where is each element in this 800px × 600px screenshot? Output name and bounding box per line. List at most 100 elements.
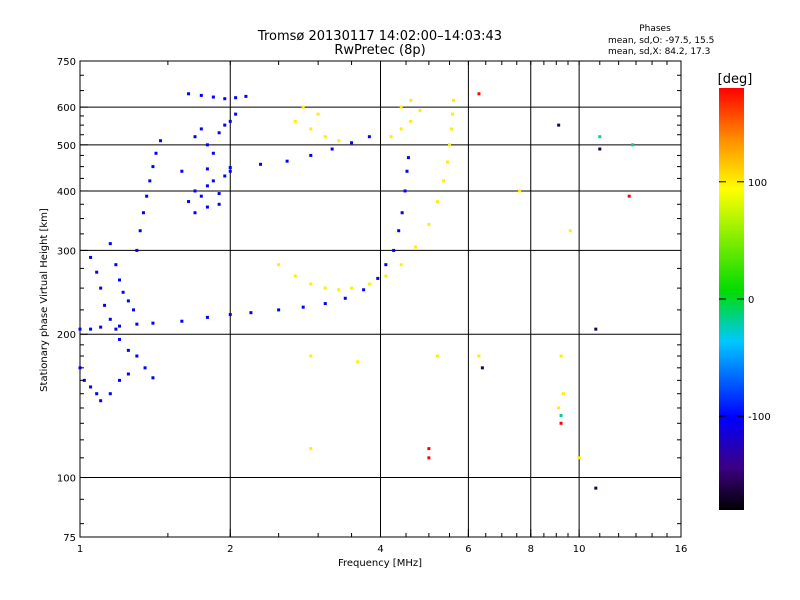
data-point	[323, 302, 327, 306]
data-point	[121, 290, 125, 294]
data-point	[108, 392, 112, 396]
data-point	[217, 202, 221, 206]
data-point	[301, 105, 305, 109]
data-point	[151, 376, 155, 380]
data-point	[405, 169, 409, 173]
data-point	[187, 200, 191, 204]
data-point	[193, 211, 197, 215]
data-point	[399, 105, 403, 109]
y-tick-label: 500	[57, 141, 76, 152]
data-point	[108, 317, 112, 321]
data-point	[132, 308, 136, 312]
data-point	[199, 93, 203, 97]
x-tick-label: 2	[227, 544, 233, 555]
y-tick-label: 75	[63, 533, 76, 544]
data-point	[193, 135, 197, 139]
trace	[293, 105, 341, 143]
colorbar: [deg] 100 0 -100	[718, 72, 771, 510]
colorbar-tick-label: 100	[748, 178, 767, 189]
data-point	[141, 211, 145, 215]
y-tick-label: 750	[57, 57, 76, 68]
data-point	[114, 327, 118, 331]
data-point	[285, 159, 289, 163]
y-tick-label: 400	[57, 187, 76, 198]
data-point	[135, 322, 139, 326]
data-point	[89, 385, 93, 389]
data-point	[427, 456, 431, 460]
gridlines	[80, 61, 681, 537]
data-point	[126, 348, 130, 352]
data-point	[148, 179, 152, 183]
data-point	[180, 319, 184, 323]
data-point	[114, 263, 118, 267]
data-point	[205, 143, 209, 147]
data-point	[594, 327, 598, 331]
data-point	[330, 147, 334, 151]
data-traces	[78, 92, 635, 490]
data-point	[557, 406, 561, 410]
data-point	[145, 194, 149, 198]
data-point	[199, 194, 203, 198]
data-point	[126, 299, 130, 303]
data-point	[99, 399, 103, 403]
data-point	[367, 282, 371, 286]
data-point	[631, 143, 635, 147]
data-point	[154, 151, 158, 155]
data-point	[480, 366, 484, 370]
data-point	[99, 325, 103, 329]
data-point	[228, 169, 232, 173]
colorbar-tick-label: -100	[748, 412, 771, 423]
colorbar-label: [deg]	[718, 72, 753, 87]
chart-subtitle: RwPretec (8p)	[334, 43, 425, 58]
plot-area: 1 2 4 6 8 10 16 75 100 200 300 400 500 600 750	[57, 57, 687, 555]
data-point	[159, 139, 163, 143]
data-point	[135, 248, 139, 252]
data-point	[228, 119, 232, 123]
data-point	[277, 263, 281, 267]
data-point	[316, 112, 320, 116]
data-point	[376, 276, 380, 280]
data-point	[126, 372, 130, 376]
trace	[480, 123, 602, 490]
data-point	[205, 205, 209, 209]
data-point	[95, 270, 99, 274]
data-point	[301, 305, 305, 309]
data-point	[118, 378, 122, 382]
data-point	[409, 119, 413, 123]
data-point	[151, 165, 155, 169]
data-point	[448, 143, 452, 147]
data-point	[211, 151, 215, 155]
data-point	[568, 229, 572, 233]
data-point	[477, 354, 481, 358]
trace	[559, 135, 635, 417]
data-point	[309, 282, 313, 286]
stats-x-mode: mean, sd,X: 84.2, 17.3	[608, 47, 710, 57]
y-axis-label: Stationary phase Virtual Height [km]	[39, 208, 50, 392]
trace	[389, 98, 422, 139]
data-point	[228, 313, 232, 317]
data-point	[108, 242, 112, 246]
data-point	[228, 166, 232, 170]
data-point	[418, 109, 422, 113]
trace	[427, 92, 631, 460]
data-point	[223, 97, 227, 101]
data-point	[403, 189, 407, 193]
data-point	[389, 135, 393, 139]
data-point	[413, 245, 417, 249]
data-point	[518, 189, 522, 193]
stats-o-mode: mean, sd,O: -97.5, 15.5	[608, 36, 714, 46]
data-point	[118, 324, 122, 328]
data-point	[234, 112, 238, 116]
y-tick-label: 300	[57, 246, 76, 257]
trace	[108, 242, 136, 312]
data-point	[350, 141, 354, 145]
data-point	[337, 288, 341, 292]
data-point	[397, 229, 401, 233]
data-point	[557, 123, 561, 127]
data-point	[211, 95, 215, 99]
data-point	[337, 139, 341, 143]
trace	[309, 189, 581, 460]
trace	[180, 135, 371, 173]
trace	[135, 139, 163, 252]
